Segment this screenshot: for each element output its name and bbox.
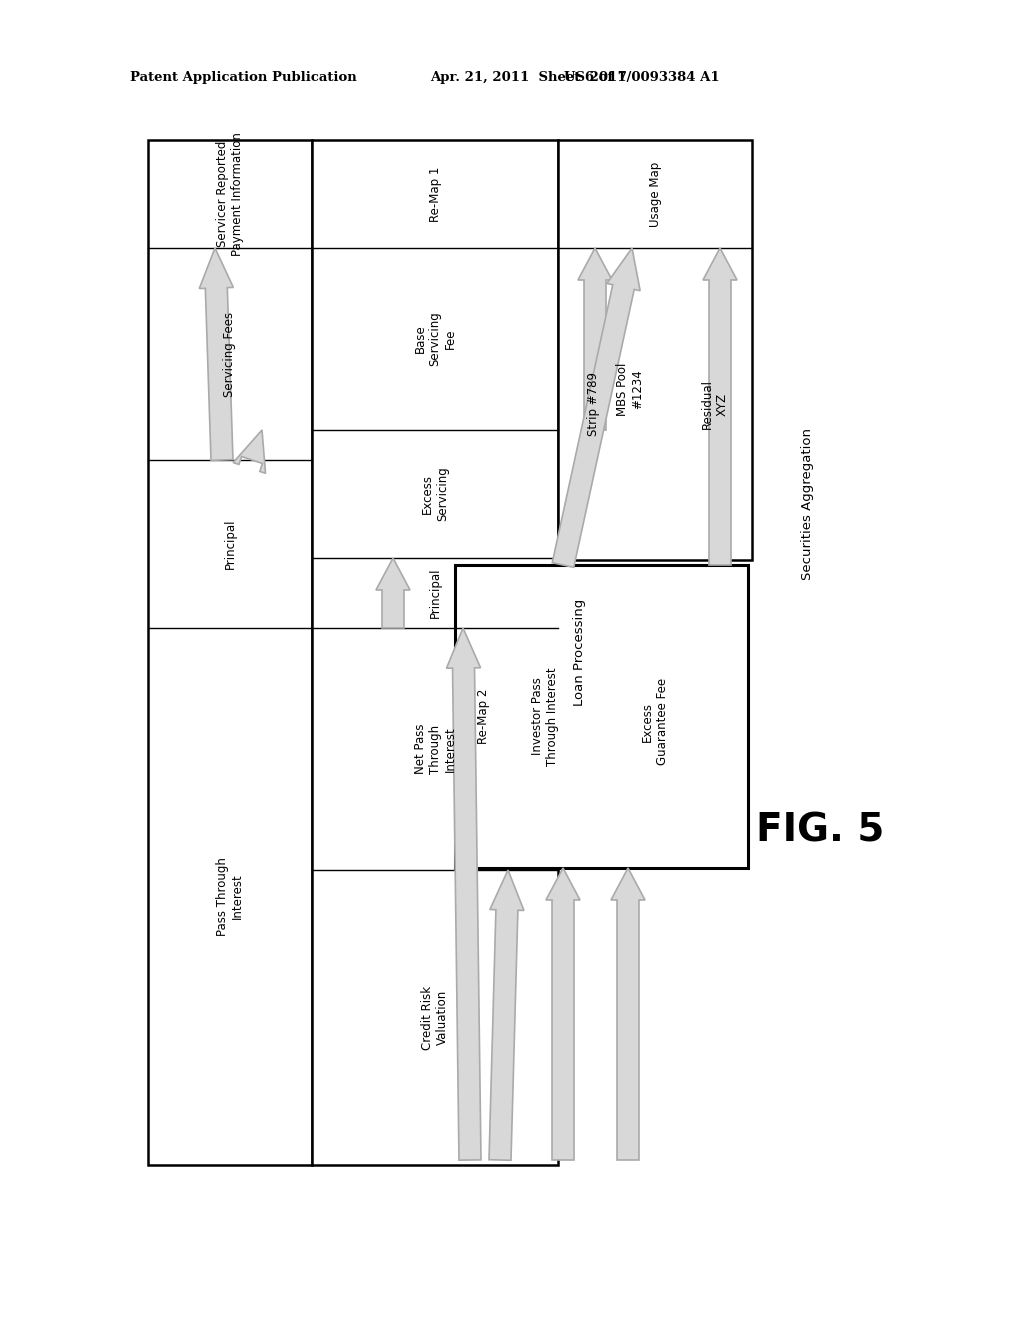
Bar: [148, 140, 312, 1166]
Text: Net Pass
Through
Interest: Net Pass Through Interest: [414, 723, 457, 775]
Bar: [455, 565, 748, 869]
Text: Patent Application Publication: Patent Application Publication: [130, 71, 356, 84]
Bar: [558, 140, 752, 560]
Text: Securities Aggregation: Securities Aggregation: [801, 428, 813, 579]
Text: Investor Pass
Through Interest: Investor Pass Through Interest: [531, 667, 559, 766]
Polygon shape: [200, 248, 233, 461]
Polygon shape: [546, 869, 580, 1160]
Polygon shape: [489, 870, 524, 1160]
Text: Residual
XYZ: Residual XYZ: [701, 379, 729, 429]
Polygon shape: [578, 248, 612, 430]
Text: Principal: Principal: [428, 568, 441, 618]
Text: Re-Map 1: Re-Map 1: [428, 166, 441, 222]
Bar: [312, 140, 558, 1166]
Polygon shape: [233, 430, 265, 474]
Text: Re-Map 2: Re-Map 2: [476, 689, 489, 744]
Polygon shape: [446, 628, 481, 1160]
Text: Credit Risk
Valuation: Credit Risk Valuation: [421, 986, 449, 1049]
Text: Pass Through
Interest: Pass Through Interest: [216, 857, 244, 936]
Text: Base
Servicing
Fee: Base Servicing Fee: [414, 312, 457, 367]
Text: Principal: Principal: [223, 519, 237, 569]
Text: Usage Map: Usage Map: [648, 161, 662, 227]
Polygon shape: [552, 248, 640, 568]
Text: Excess
Servicing: Excess Servicing: [421, 467, 449, 521]
Text: Apr. 21, 2011  Sheet 6 of 7: Apr. 21, 2011 Sheet 6 of 7: [430, 71, 627, 84]
Text: Servicing Fees: Servicing Fees: [223, 312, 237, 396]
Text: MBS Pool
#1234: MBS Pool #1234: [616, 362, 644, 416]
Text: Excess
Guarantee Fee: Excess Guarantee Fee: [641, 678, 669, 766]
Polygon shape: [376, 558, 410, 628]
Text: Servicer Reported
Payment Information: Servicer Reported Payment Information: [216, 132, 244, 256]
Polygon shape: [611, 869, 645, 1160]
Text: Loan Processing: Loan Processing: [573, 599, 587, 706]
Text: Strip #789: Strip #789: [587, 372, 599, 436]
Text: US 2011/0093384 A1: US 2011/0093384 A1: [564, 71, 720, 84]
Text: FIG. 5: FIG. 5: [756, 810, 884, 849]
Polygon shape: [702, 248, 737, 565]
